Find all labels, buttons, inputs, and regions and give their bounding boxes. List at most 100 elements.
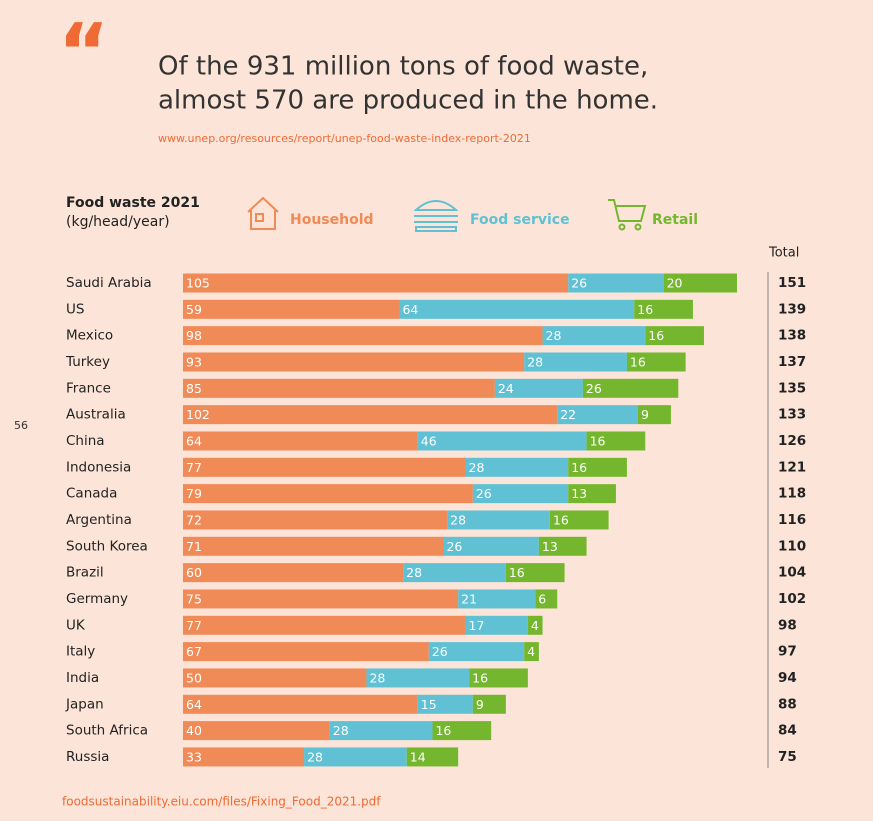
bar-segment [183,484,473,504]
category-label: UK [66,617,86,633]
total-label: 126 [778,433,806,449]
value-label: 28 [333,723,349,738]
value-label: 6 [538,591,546,606]
subtitle: www.unep.org/resources/report/unep-food-… [158,132,531,145]
value-label: 22 [560,407,576,422]
bar-segment [447,510,550,530]
bar-segment [183,299,400,319]
bar-segment [634,299,693,319]
total-label: 139 [778,301,806,317]
bar-segment [645,326,704,346]
category-label: Italy [66,644,95,660]
quote-mark: “ [58,8,109,98]
bar-segment [469,668,528,688]
value-label: 16 [630,354,646,369]
value-label: 14 [410,749,426,764]
legend-label: Household [290,212,374,228]
bar-segment [637,405,671,425]
bar-segment [406,747,459,767]
value-label: 26 [432,644,448,659]
total-label: 133 [778,407,806,423]
bar-segment [432,721,492,741]
bar-segment [183,378,495,398]
legend-label: Food service [470,212,570,228]
bar-segment [417,431,587,451]
total-label: 75 [778,749,797,765]
bar-segment [183,563,404,583]
value-label: 93 [186,354,202,369]
total-label: 97 [778,644,797,660]
bar-segment [538,536,587,556]
bar-segment [183,326,543,346]
total-label: 138 [778,328,806,344]
bar-segment [582,378,679,398]
value-label: 46 [421,433,437,448]
value-label: 26 [586,381,602,396]
bar-segment [465,615,528,635]
value-label: 13 [542,539,558,554]
total-label: 121 [778,459,806,475]
value-label: 17 [469,618,485,633]
total-label: 98 [778,617,797,633]
value-label: 24 [498,381,514,396]
value-label: 50 [186,670,202,685]
value-label: 75 [186,591,202,606]
bar-segment [417,694,473,714]
bar-segment [183,431,418,451]
category-label: Australia [66,407,126,423]
value-label: 98 [186,328,202,343]
total-label: 151 [778,275,806,291]
bar-segment [183,721,330,741]
bar-segment [329,721,433,741]
bar-segment [472,484,569,504]
bar-segment [428,642,525,662]
bar-segment [183,536,444,556]
category-label: France [66,380,111,396]
bar-segment [183,615,466,635]
bar-segment [183,747,305,767]
bar-segment [494,378,583,398]
bar-segment [527,615,543,635]
category-label: South Africa [66,723,148,739]
category-label: Saudi Arabia [66,275,152,291]
value-label: 16 [590,433,606,448]
category-label: Germany [66,591,128,607]
bar-segment [465,457,569,477]
value-label: 21 [461,591,477,606]
value-label: 16 [571,460,587,475]
value-label: 15 [421,697,437,712]
bar-segment [183,405,558,425]
total-label: 135 [778,380,806,396]
bar-segment [626,352,686,372]
value-label: 85 [186,381,202,396]
bar-segment [183,273,569,293]
category-label: China [66,433,105,449]
category-label: Turkey [65,354,110,370]
value-label: 102 [186,407,210,422]
value-label: 77 [186,618,202,633]
value-label: 16 [648,328,664,343]
category-label: Mexico [66,328,113,344]
value-label: 13 [571,486,587,501]
value-label: 16 [509,565,525,580]
value-label: 20 [667,276,683,291]
bar-segment [183,457,466,477]
bar-segment [586,431,646,451]
legend-title: Food waste 2021 [66,195,200,211]
value-label: 26 [571,276,587,291]
cart-icon [608,199,647,231]
title: almost 570 are produced in the home. [158,86,658,116]
value-label: 64 [186,697,202,712]
category-label: Brazil [66,565,104,581]
category-label: Japan [65,696,104,712]
bar-segment [568,457,627,477]
category-label: Canada [66,486,117,502]
page-number: 56 [14,419,28,432]
value-label: 4 [527,644,535,659]
burger-icon [413,200,459,232]
value-label: 26 [446,539,462,554]
value-label: 28 [369,670,385,685]
bar-segment [183,694,418,714]
bar-segment [183,668,367,688]
